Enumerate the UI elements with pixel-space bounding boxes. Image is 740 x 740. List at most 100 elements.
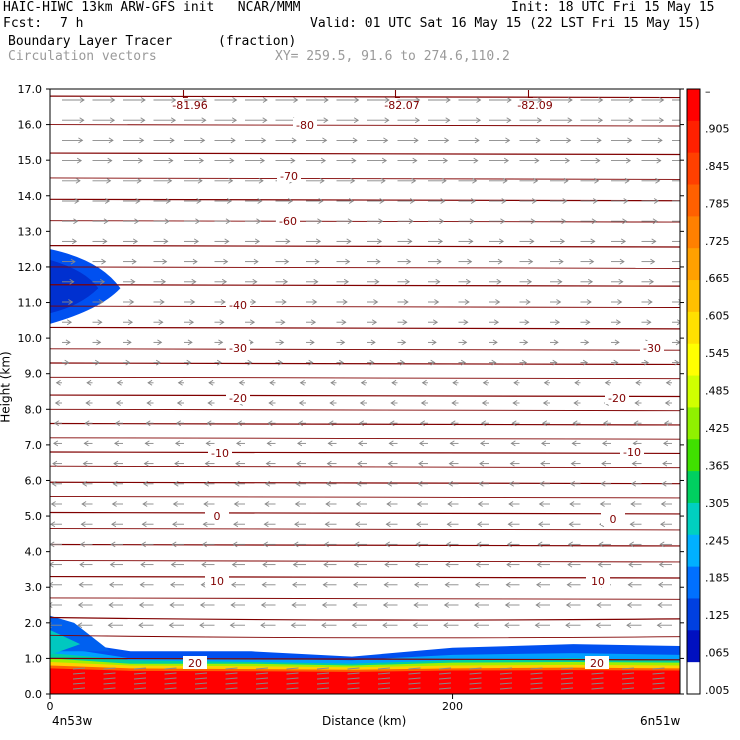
vector-head <box>82 460 88 467</box>
vector-head <box>414 581 420 588</box>
vector-head <box>236 420 243 427</box>
vector-head <box>127 319 134 326</box>
vector-head <box>441 177 447 184</box>
vector-head <box>171 97 177 103</box>
x-left-location: 4n53w <box>52 714 93 728</box>
vector-head <box>329 400 335 406</box>
vector-head <box>447 501 453 507</box>
colorbar-label: .365 <box>705 459 730 472</box>
vector-head <box>633 420 639 427</box>
vector-head <box>411 177 417 184</box>
vector-shaft <box>72 682 86 685</box>
vector-head <box>512 400 518 406</box>
colorbar-frame <box>686 88 701 695</box>
y-tick-label: 0.0 <box>25 688 43 701</box>
vector-shaft <box>103 687 116 690</box>
y-tick-label: 9.0 <box>25 368 43 381</box>
vector-head <box>354 97 360 103</box>
vector-head <box>171 541 177 548</box>
vector-shaft <box>347 672 360 675</box>
vector-head <box>505 581 511 588</box>
y-tick-label: 15.0 <box>18 154 43 167</box>
contour-labels: 20 20 10 10 0 0 -10 -10 -20 -20 -30 -30 -40 -60 -70 -80 <box>183 118 664 670</box>
vector-head <box>477 521 483 528</box>
contour-label: -30 <box>643 342 661 355</box>
vector-head <box>475 561 481 568</box>
vector-head <box>251 299 257 305</box>
vector-head <box>355 521 361 528</box>
vector-head <box>564 157 571 164</box>
vector-head <box>97 319 103 326</box>
vector-head <box>254 238 261 245</box>
vector-head <box>190 299 196 305</box>
vector-head <box>140 541 146 548</box>
vector-head <box>383 137 389 144</box>
vector-head <box>228 177 234 184</box>
vector-head <box>567 561 573 568</box>
vector-shaft <box>103 682 116 685</box>
y-tick-label: 8.0 <box>25 403 43 416</box>
vector-head <box>261 581 267 588</box>
vector-head <box>142 501 148 507</box>
vector-head <box>530 218 536 225</box>
contour-label-bg <box>226 298 250 311</box>
vector-head <box>653 198 660 204</box>
vector-head <box>186 359 192 366</box>
vector-head <box>65 339 71 346</box>
vector-head <box>200 581 206 588</box>
vector-head <box>467 258 473 265</box>
colorbar-label: .605 <box>705 310 730 323</box>
contour-line-23 <box>50 266 680 269</box>
vector-head <box>628 97 634 103</box>
vector-head <box>262 97 268 103</box>
colorbar-label: .545 <box>705 347 730 360</box>
vector-head <box>290 157 296 164</box>
vector-head <box>509 460 515 467</box>
vector-shaft <box>469 672 482 675</box>
vector-head <box>508 501 514 507</box>
x-tick-label: 200 <box>442 700 463 713</box>
vector-head <box>51 480 57 487</box>
vector-shaft <box>377 682 391 685</box>
colorbar-label: .245 <box>705 534 730 547</box>
contour-line-17 <box>50 376 680 380</box>
vector-head <box>259 157 266 164</box>
contour-label-bg <box>205 509 229 522</box>
vector-head <box>384 97 390 103</box>
vector-head <box>172 521 178 528</box>
vector-head <box>414 117 421 124</box>
vector-shaft <box>469 667 482 670</box>
vector-head <box>106 177 112 184</box>
vector-head <box>168 622 174 629</box>
vector-shaft <box>316 677 330 680</box>
vector-head <box>533 177 539 184</box>
vector-head <box>169 137 175 144</box>
vector-head <box>54 400 60 406</box>
vector-head <box>681 259 685 264</box>
vector-head <box>569 480 576 487</box>
vector-head <box>537 97 543 103</box>
vector-head <box>508 480 515 487</box>
vector-head <box>556 299 562 305</box>
vector-head <box>139 137 145 144</box>
contour-line-26 <box>50 198 680 202</box>
vector-head <box>504 602 510 608</box>
field2-name: Circulation vectors <box>8 49 157 64</box>
colorbar-label: .065 <box>705 647 730 660</box>
vector-head <box>543 379 549 386</box>
colorbar-swatch <box>687 152 700 186</box>
colorbar-swatch <box>687 248 700 281</box>
vector-head <box>325 480 332 487</box>
vector-head <box>325 501 331 507</box>
vector-head <box>536 581 542 588</box>
vector-head <box>541 420 548 427</box>
vector-head <box>474 602 480 608</box>
vector-head <box>317 218 323 225</box>
contour-label-bg <box>205 574 229 587</box>
vector-head <box>376 238 383 245</box>
vector-shaft <box>286 682 299 685</box>
vector-head <box>294 521 300 528</box>
y-tick-label: 4.0 <box>25 546 43 559</box>
contour-line-27 <box>50 177 680 180</box>
